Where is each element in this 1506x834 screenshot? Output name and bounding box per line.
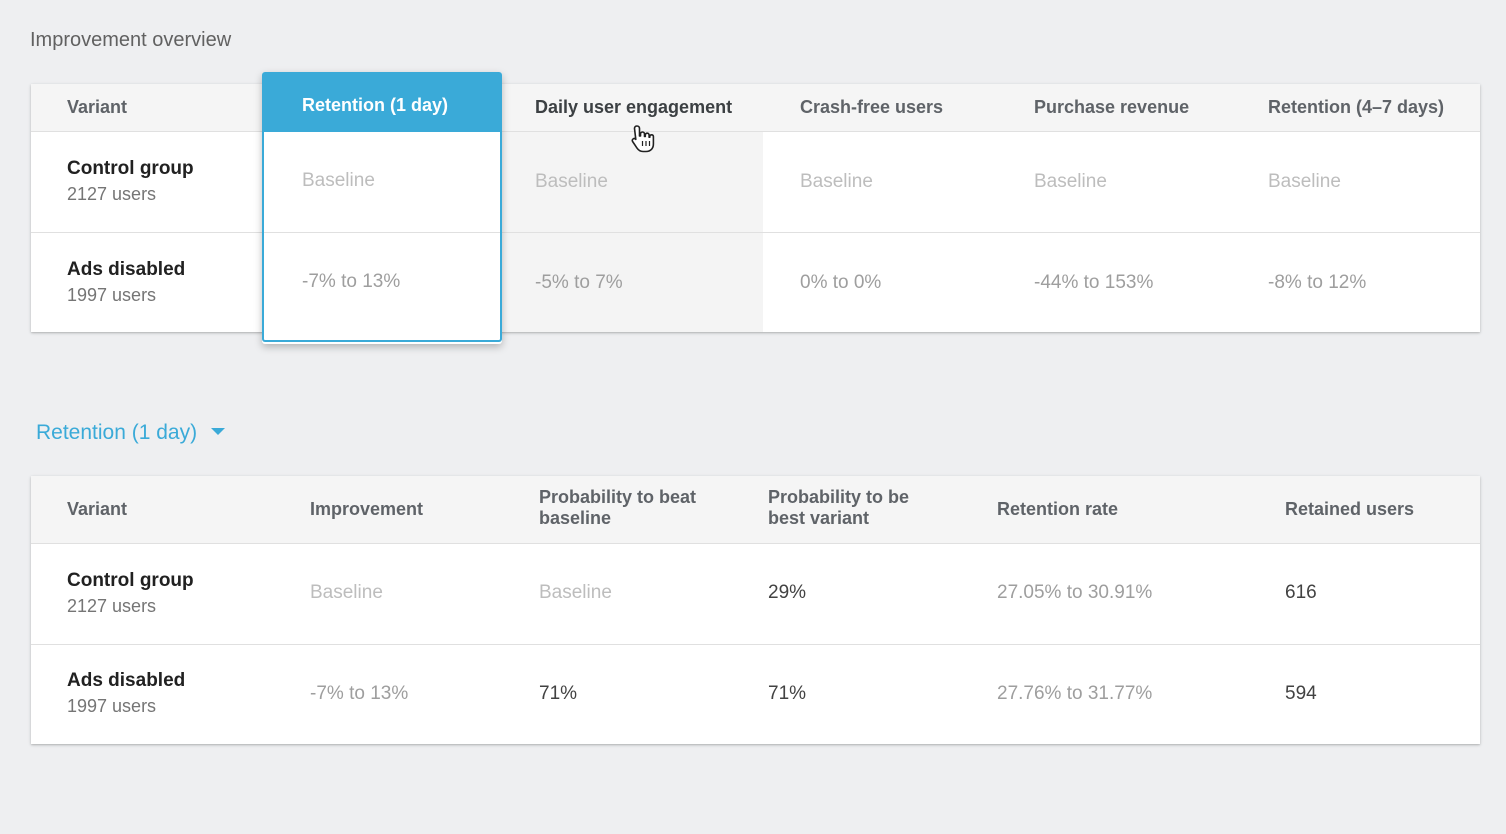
- table-row: Control group 2127 users Baseline Baseli…: [31, 132, 1480, 233]
- variant-name: Control group: [67, 158, 194, 179]
- column-header-purchase-revenue[interactable]: Purchase revenue: [1034, 97, 1190, 117]
- variant-user-count: 1997 users: [67, 285, 157, 305]
- detail-table-header: Variant Improvement Probability to beat …: [31, 476, 1480, 544]
- cell-daily-user-engagement: Baseline: [535, 171, 608, 192]
- cell-retention-1-day: -7% to 13%: [302, 271, 401, 292]
- cell-retention-1-day: Baseline: [302, 170, 375, 191]
- cell-retained-users: 616: [1285, 582, 1317, 603]
- cell-improvement: -7% to 13%: [310, 683, 409, 704]
- table-row: Ads disabled 1997 users -5% to 7% 0% to …: [31, 233, 1480, 333]
- improvement-overview-table: Variant Daily user engagement Crash-free…: [31, 84, 1480, 332]
- table-row: Control group 2127 users Baseline Baseli…: [31, 544, 1480, 645]
- variant-user-count: 1997 users: [67, 696, 157, 716]
- metric-detail-table: Variant Improvement Probability to beat …: [31, 476, 1480, 744]
- cell-improvement: Baseline: [310, 582, 383, 603]
- column-header-retained-users: Retained users: [1285, 499, 1415, 519]
- metric-selector-label: Retention (1 day): [36, 421, 198, 444]
- cell-purchase-revenue: Baseline: [1034, 171, 1107, 192]
- column-header-variant: Variant: [67, 499, 128, 519]
- column-header-probability-to-be-best-variant: Probability to be best variant: [768, 487, 910, 528]
- column-header-improvement: Improvement: [310, 499, 424, 519]
- cell-retained-users: 594: [1285, 683, 1317, 704]
- column-header-crash-free-users[interactable]: Crash-free users: [800, 97, 944, 117]
- variant-name: Ads disabled: [67, 259, 186, 280]
- improvement-overview-title: Improvement overview: [30, 29, 232, 51]
- selected-column-retention-1-day[interactable]: Retention (1 day) Baseline -7% to 13%: [262, 72, 502, 344]
- selected-column-body: Baseline -7% to 13%: [262, 132, 502, 342]
- column-header-retention-1-day[interactable]: Retention (1 day): [262, 72, 502, 132]
- column-header-retention-rate: Retention rate: [997, 499, 1119, 519]
- overview-table-header: Variant Daily user engagement Crash-free…: [31, 84, 1480, 132]
- variant-user-count: 2127 users: [67, 596, 157, 616]
- cell-probability-to-beat-baseline: Baseline: [539, 582, 612, 603]
- cell-probability-to-beat-baseline: 71%: [539, 683, 578, 704]
- hand-pointer-icon: [630, 124, 656, 159]
- column-header-retention-4-7-days[interactable]: Retention (4–7 days): [1268, 97, 1445, 117]
- table-row: Ads disabled 1997 users -7% to 13% 71% 7…: [31, 645, 1480, 745]
- cell-retention-rate: 27.76% to 31.77%: [997, 683, 1153, 704]
- cell-retention-4-7-days: Baseline: [1268, 171, 1341, 192]
- cell-daily-user-engagement: -5% to 7%: [535, 272, 623, 293]
- column-header-variant: Variant: [67, 97, 128, 117]
- column-header-label: Retention (1 day): [302, 95, 449, 115]
- cell-crash-free-users: 0% to 0%: [800, 272, 882, 293]
- caret-down-icon: [211, 428, 226, 435]
- cell-probability-to-be-best-variant: 29%: [768, 582, 807, 603]
- cell-retention-4-7-days: -8% to 12%: [1268, 272, 1367, 293]
- column-header-daily-user-engagement[interactable]: Daily user engagement: [535, 97, 733, 117]
- cell-probability-to-be-best-variant: 71%: [768, 683, 807, 704]
- variant-name: Ads disabled: [67, 670, 186, 691]
- variant-user-count: 2127 users: [67, 184, 157, 204]
- variant-name: Control group: [67, 570, 194, 591]
- cell-retention-rate: 27.05% to 30.91%: [997, 582, 1153, 603]
- row-divider: [264, 232, 500, 233]
- cell-purchase-revenue: -44% to 153%: [1034, 272, 1154, 293]
- column-header-probability-to-beat-baseline: Probability to beat baseline: [539, 487, 697, 528]
- metric-selector-dropdown[interactable]: Retention (1 day): [36, 421, 226, 445]
- cell-crash-free-users: Baseline: [800, 171, 873, 192]
